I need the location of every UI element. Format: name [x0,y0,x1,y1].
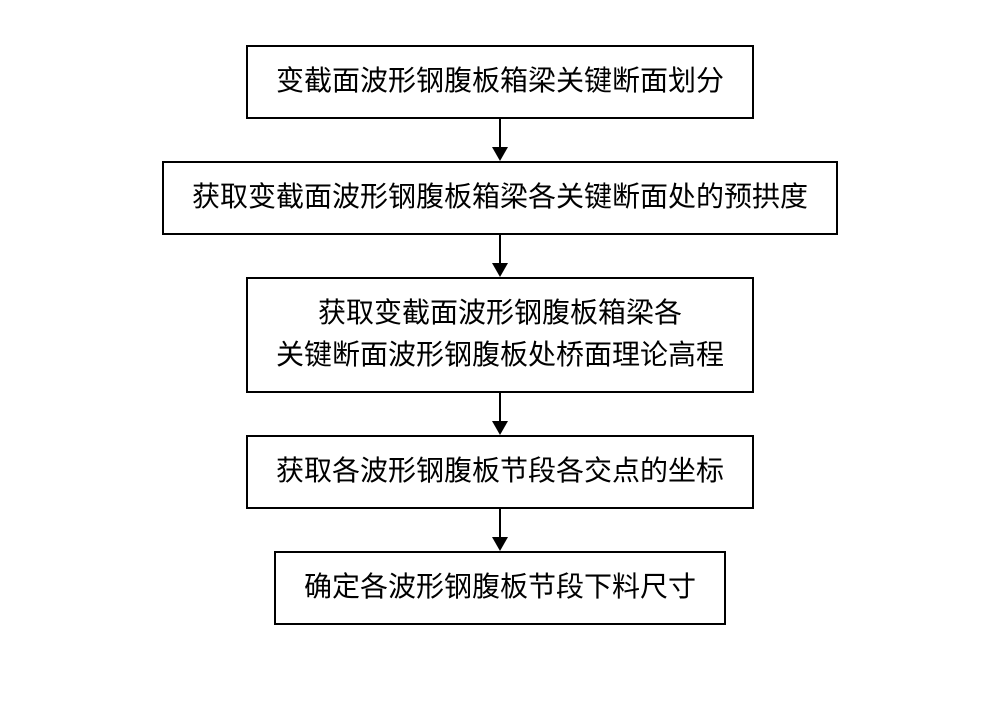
flowchart-step-5: 确定各波形钢腹板节段下料尺寸 [274,551,726,625]
flowchart-step-1: 变截面波形钢腹板箱梁关键断面划分 [246,45,754,119]
step-text: 关键断面波形钢腹板处桥面理论高程 [276,335,724,377]
step-text: 变截面波形钢腹板箱梁关键断面划分 [276,61,724,103]
step-text: 确定各波形钢腹板节段下料尺寸 [304,567,696,609]
flowchart-step-2: 获取变截面波形钢腹板箱梁各关键断面处的预拱度 [162,161,838,235]
flowchart-step-4: 获取各波形钢腹板节段各交点的坐标 [246,435,754,509]
step-text: 获取变截面波形钢腹板箱梁各 [318,293,682,335]
arrow-icon [492,119,508,161]
arrow-icon [492,393,508,435]
flowchart-step-3: 获取变截面波形钢腹板箱梁各 关键断面波形钢腹板处桥面理论高程 [246,277,754,393]
arrow-icon [492,509,508,551]
step-text: 获取变截面波形钢腹板箱梁各关键断面处的预拱度 [192,177,808,219]
flowchart-container: 变截面波形钢腹板箱梁关键断面划分 获取变截面波形钢腹板箱梁各关键断面处的预拱度 … [162,45,838,625]
step-text: 获取各波形钢腹板节段各交点的坐标 [276,451,724,493]
arrow-icon [492,235,508,277]
